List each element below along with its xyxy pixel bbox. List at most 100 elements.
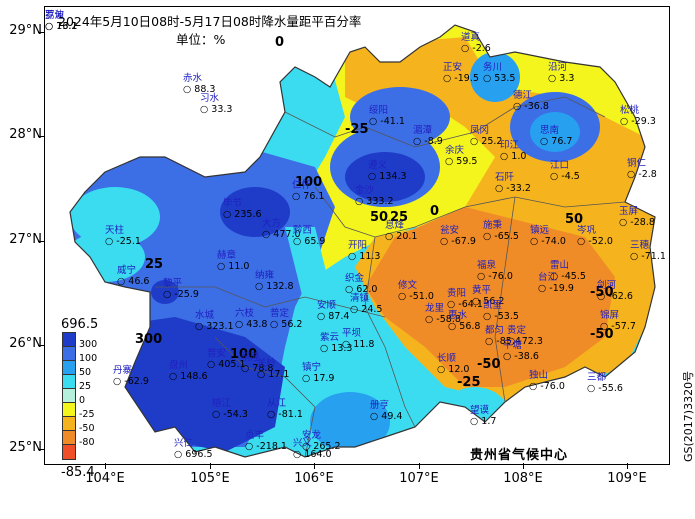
station-name: 六枝 xyxy=(235,308,255,319)
station-value: ○ -33.2 xyxy=(495,183,531,194)
station-value: ○ -62.6 xyxy=(597,291,633,302)
station-label: 松桃 ○ -29.3 xyxy=(620,102,656,127)
station-value: ○ 59.5 xyxy=(445,156,478,167)
station-value: ○ -8.9 xyxy=(413,136,443,147)
station-value: ○ -58.8 xyxy=(425,314,461,325)
station-name: 凯里 xyxy=(483,300,503,311)
station-value: ○ 235.6 xyxy=(223,209,262,220)
station-name: 册亨 xyxy=(370,400,390,411)
station-label: 三都 ○ -55.6 xyxy=(587,369,623,394)
station-value: ○ -65.5 xyxy=(483,231,519,242)
station-value: ○ -51.0 xyxy=(398,291,434,302)
station-value: ○ -64.1 xyxy=(447,299,483,310)
station-value: ○ 20.1 xyxy=(385,231,418,242)
x-tick xyxy=(105,463,106,469)
station-value: ○ 11.8 xyxy=(342,339,375,350)
station-value: ○ 49.4 xyxy=(370,411,403,422)
station-value: ○ 56.8 xyxy=(448,321,481,332)
station-name: 务川 xyxy=(483,62,503,73)
x-axis-label: 106°E xyxy=(294,471,334,486)
approval-number: GS(2017)3320号 xyxy=(682,370,695,462)
contour-label: 50 xyxy=(370,210,389,225)
station-label: 印江 ○ 1.0 xyxy=(500,137,526,162)
station-label: 黔西 ○ 65.9 xyxy=(293,222,325,247)
station-label: 思南 ○ 76.7 xyxy=(540,122,572,147)
station-label: 贵阳 ○ -64.1 xyxy=(447,285,483,310)
station-label: 习水 ○ 33.3 xyxy=(200,90,232,115)
station-label: 施秉 ○ -65.5 xyxy=(483,217,519,242)
station-name: 德江 xyxy=(513,90,533,101)
station-name: 独山 xyxy=(529,370,549,381)
y-axis-label: 25°N xyxy=(9,440,42,455)
station-name: 黎平 xyxy=(163,278,183,289)
station-label: 岑巩 ○ -52.0 xyxy=(577,222,613,247)
station-name: 紫云 xyxy=(320,332,340,343)
station-label: 玉屏 ○ -28.8 xyxy=(619,203,655,228)
y-axis-label: 28°N xyxy=(9,127,42,142)
station-label: 镇宁 ○ 17.9 xyxy=(302,359,334,384)
x-axis-label: 107°E xyxy=(399,471,439,486)
station-name: 贵定 xyxy=(507,325,527,336)
contour-label: 25 xyxy=(145,257,164,272)
station-name: 平坝 xyxy=(342,328,362,339)
station-name: 望谟 xyxy=(470,405,490,416)
y-tick xyxy=(38,241,44,242)
x-axis-label: 109°E xyxy=(607,471,647,486)
x-axis-label: 105°E xyxy=(190,471,230,486)
station-value: ○ -85.4 xyxy=(485,336,521,347)
station-label: 普定 ○ 56.2 xyxy=(270,305,302,330)
station-label: 天柱 ○ -25.1 xyxy=(105,222,141,247)
station-value: ○ 88.3 xyxy=(183,84,216,95)
station-label: 福泉 ○ -76.0 xyxy=(477,257,513,282)
station-label: 息烽 ○ 20.1 xyxy=(385,217,417,242)
station-label: 镇远 ○ -74.0 xyxy=(530,222,566,247)
station-value: ○ 87.4 xyxy=(317,311,350,322)
y-tick xyxy=(38,345,44,346)
station-label: 关岭 ○ 17.1 xyxy=(257,355,289,380)
station-value: ○ -36.8 xyxy=(513,101,549,112)
station-name: 开阳 xyxy=(348,240,368,251)
station-label: 都匀 ○ -85.4 xyxy=(485,322,521,347)
station-name: 湄潭 xyxy=(413,125,433,136)
station-label: 罗甸 ○ 76.2 xyxy=(45,7,77,32)
station-label: 修文 ○ -51.0 xyxy=(398,277,434,302)
station-value: ○ 1.7 xyxy=(470,416,497,427)
station-value: ○ 477.0 xyxy=(262,229,301,240)
station-name: 大方 xyxy=(262,218,282,229)
station-value: ○ -45.5 xyxy=(550,271,586,282)
station-label: 丹寨 ○ -62.9 xyxy=(113,362,149,387)
station-value: ○ 164.0 xyxy=(293,449,332,460)
station-label: 赫章 ○ 11.0 xyxy=(217,247,249,272)
station-value: ○ -76.0 xyxy=(529,381,565,392)
station-name: 普安 xyxy=(207,348,227,359)
station-value: ○ -53.5 xyxy=(483,311,519,322)
station-label: 望谟 ○ 1.7 xyxy=(470,402,496,427)
station-value: ○ -2.6 xyxy=(461,43,491,54)
station-value: ○ -38.6 xyxy=(503,351,539,362)
station-value: ○ 76.7 xyxy=(540,136,573,147)
station-label: 沿河 ○ 3.3 xyxy=(548,59,574,84)
station-value: ○ 405.1 xyxy=(207,359,246,370)
station-value: ○ -25.1 xyxy=(105,236,141,247)
y-axis-label: 29°N xyxy=(9,23,42,38)
x-tick xyxy=(314,463,315,469)
station-name: 长顺 xyxy=(437,353,457,364)
station-value: ○ -25.9 xyxy=(163,289,199,300)
legend-max-label: 696.5 xyxy=(61,317,99,332)
station-name: 赤水 xyxy=(183,73,203,84)
station-value: ○ -62.9 xyxy=(113,376,149,387)
station-label: 荔波 ○ 13.1 xyxy=(45,7,77,32)
station-value: ○ 53.5 xyxy=(483,73,516,84)
y-axis-label: 26°N xyxy=(9,336,42,351)
station-value: ○ -57.7 xyxy=(600,321,636,332)
station-name: 纳雍 xyxy=(255,270,275,281)
station-value: ○ -52.0 xyxy=(577,236,613,247)
station-label: 赤水 ○ 88.3 xyxy=(183,70,215,95)
station-value: ○ 12.0 xyxy=(437,364,470,375)
station-label: 凯里 ○ -53.5 xyxy=(483,297,519,322)
station-name: 天柱 xyxy=(105,225,125,236)
station-value: ○ 62.0 xyxy=(345,284,378,295)
station-label: 纳雍 ○ 132.8 xyxy=(255,267,294,292)
station-name: 玉屏 xyxy=(619,206,639,217)
station-name: 思南 xyxy=(540,125,560,136)
